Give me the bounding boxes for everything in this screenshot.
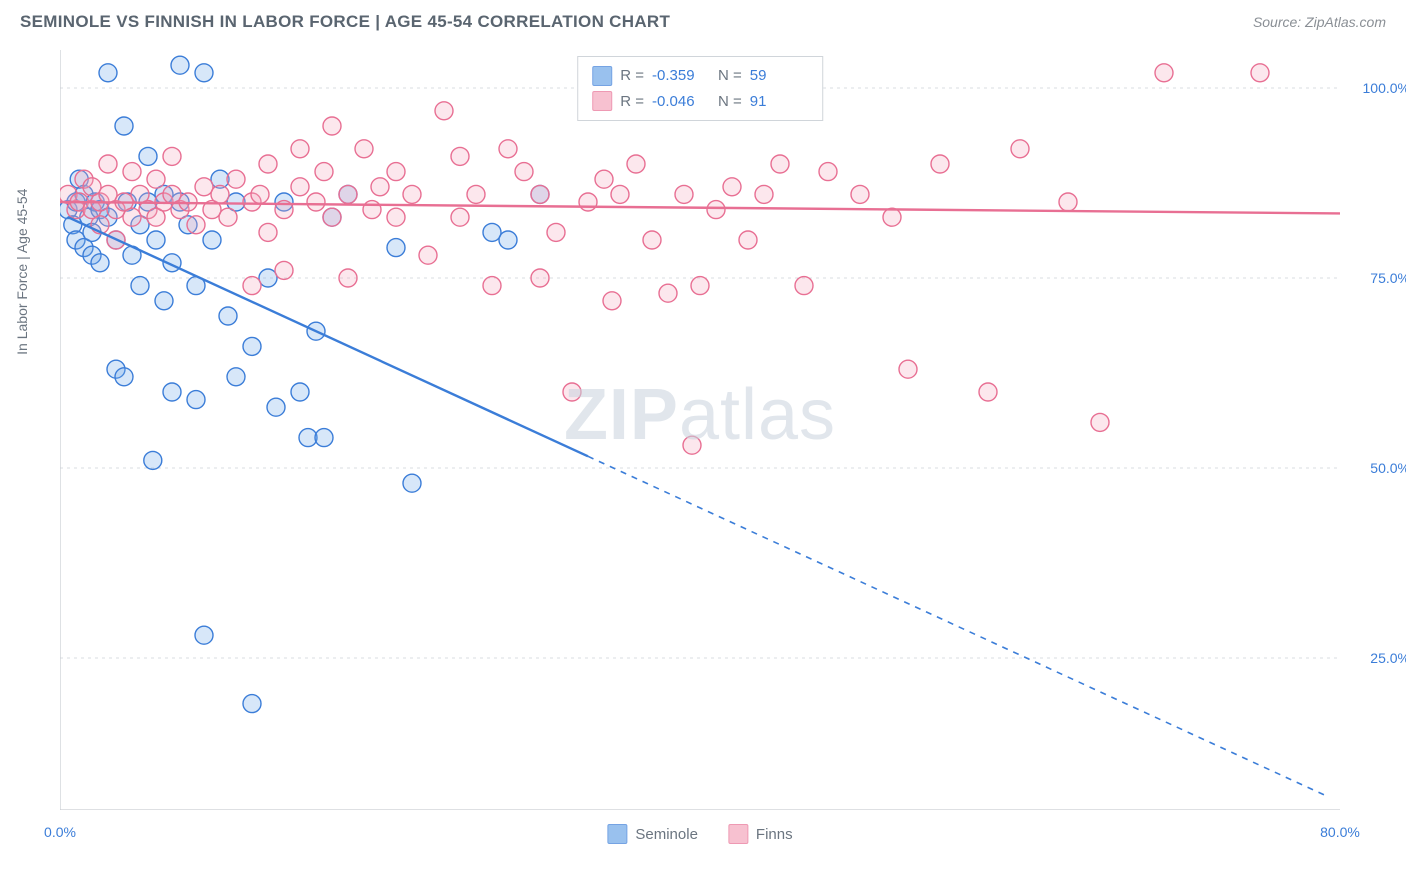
finns-swatch-icon [728,824,748,844]
seminole-swatch-icon [607,824,627,844]
y-tick-label: 50.0% [1370,460,1406,476]
legend-item-seminole: Seminole [607,824,698,844]
correlation-chart: In Labor Force | Age 45-54 ZIPatlas R = … [60,50,1340,810]
statistics-legend: R = -0.359 N = 59 R = -0.046 N = 91 [577,56,823,121]
legend-row-finns: R = -0.046 N = 91 [592,89,808,115]
y-tick-label: 25.0% [1370,650,1406,666]
legend-item-finns: Finns [728,824,793,844]
page-title: SEMINOLE VS FINNISH IN LABOR FORCE | AGE… [20,12,670,32]
source-attribution: Source: ZipAtlas.com [1253,14,1386,30]
series-legend: Seminole Finns [607,824,792,844]
y-tick-label: 75.0% [1370,270,1406,286]
x-tick-label: 80.0% [1320,824,1360,840]
y-tick-label: 100.0% [1363,80,1406,96]
scatter-plot [60,50,1340,810]
x-tick-label: 0.0% [44,824,76,840]
legend-row-seminole: R = -0.359 N = 59 [592,63,808,89]
seminole-swatch [592,66,612,86]
y-axis-label: In Labor Force | Age 45-54 [14,189,30,355]
finns-swatch [592,91,612,111]
